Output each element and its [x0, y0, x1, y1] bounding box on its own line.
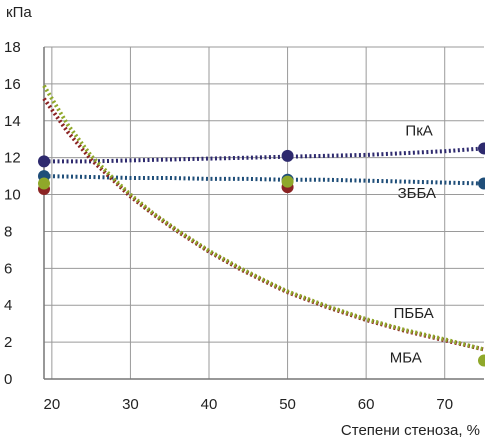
data-point-series-2	[478, 177, 485, 190]
y-tick-label: 18	[4, 39, 21, 56]
y-tick-label: 4	[4, 297, 12, 314]
series-annotation: ПББА	[394, 305, 434, 322]
x-tick-label: 20	[44, 396, 61, 413]
data-point-series-1	[281, 149, 294, 162]
data-point-series-1	[478, 142, 485, 155]
data-point-series-4	[478, 354, 485, 367]
chart-tick-labels: 0 2 4 6 8 10 12 14 16 18 20 30 40 50 60 70	[4, 39, 453, 413]
series-annotation: ПкА	[405, 123, 432, 140]
x-tick-label: 30	[122, 396, 139, 413]
series-line-1	[44, 146, 485, 164]
y-tick-label: 14	[4, 113, 21, 130]
x-tick-label: 70	[436, 396, 453, 413]
x-axis-label: Степени стеноза, %	[341, 422, 480, 439]
y-axis-label: кПа	[6, 4, 32, 21]
y-tick-label: 12	[4, 150, 21, 167]
x-tick-label: 50	[279, 396, 296, 413]
y-tick-label: 0	[4, 371, 12, 388]
chart-annotations: ПкА ЗББА ПББА МБА	[390, 123, 436, 367]
chart-grid	[43, 46, 484, 380]
y-tick-label: 8	[4, 223, 12, 240]
y-tick-label: 10	[4, 187, 21, 204]
chart-markers	[38, 142, 485, 367]
data-point-series-4	[281, 175, 294, 188]
x-tick-label: 60	[358, 396, 375, 413]
y-tick-label: 16	[4, 76, 21, 93]
x-tick-label: 40	[201, 396, 218, 413]
y-tick-label: 2	[4, 334, 12, 351]
data-point-series-1	[38, 155, 50, 168]
data-point-series-4	[38, 177, 50, 190]
series-line-4	[42, 84, 485, 352]
chart-series	[42, 84, 485, 352]
series-annotation: МБА	[390, 349, 422, 366]
y-tick-label: 6	[4, 260, 12, 277]
series-annotation: ЗББА	[398, 185, 436, 202]
